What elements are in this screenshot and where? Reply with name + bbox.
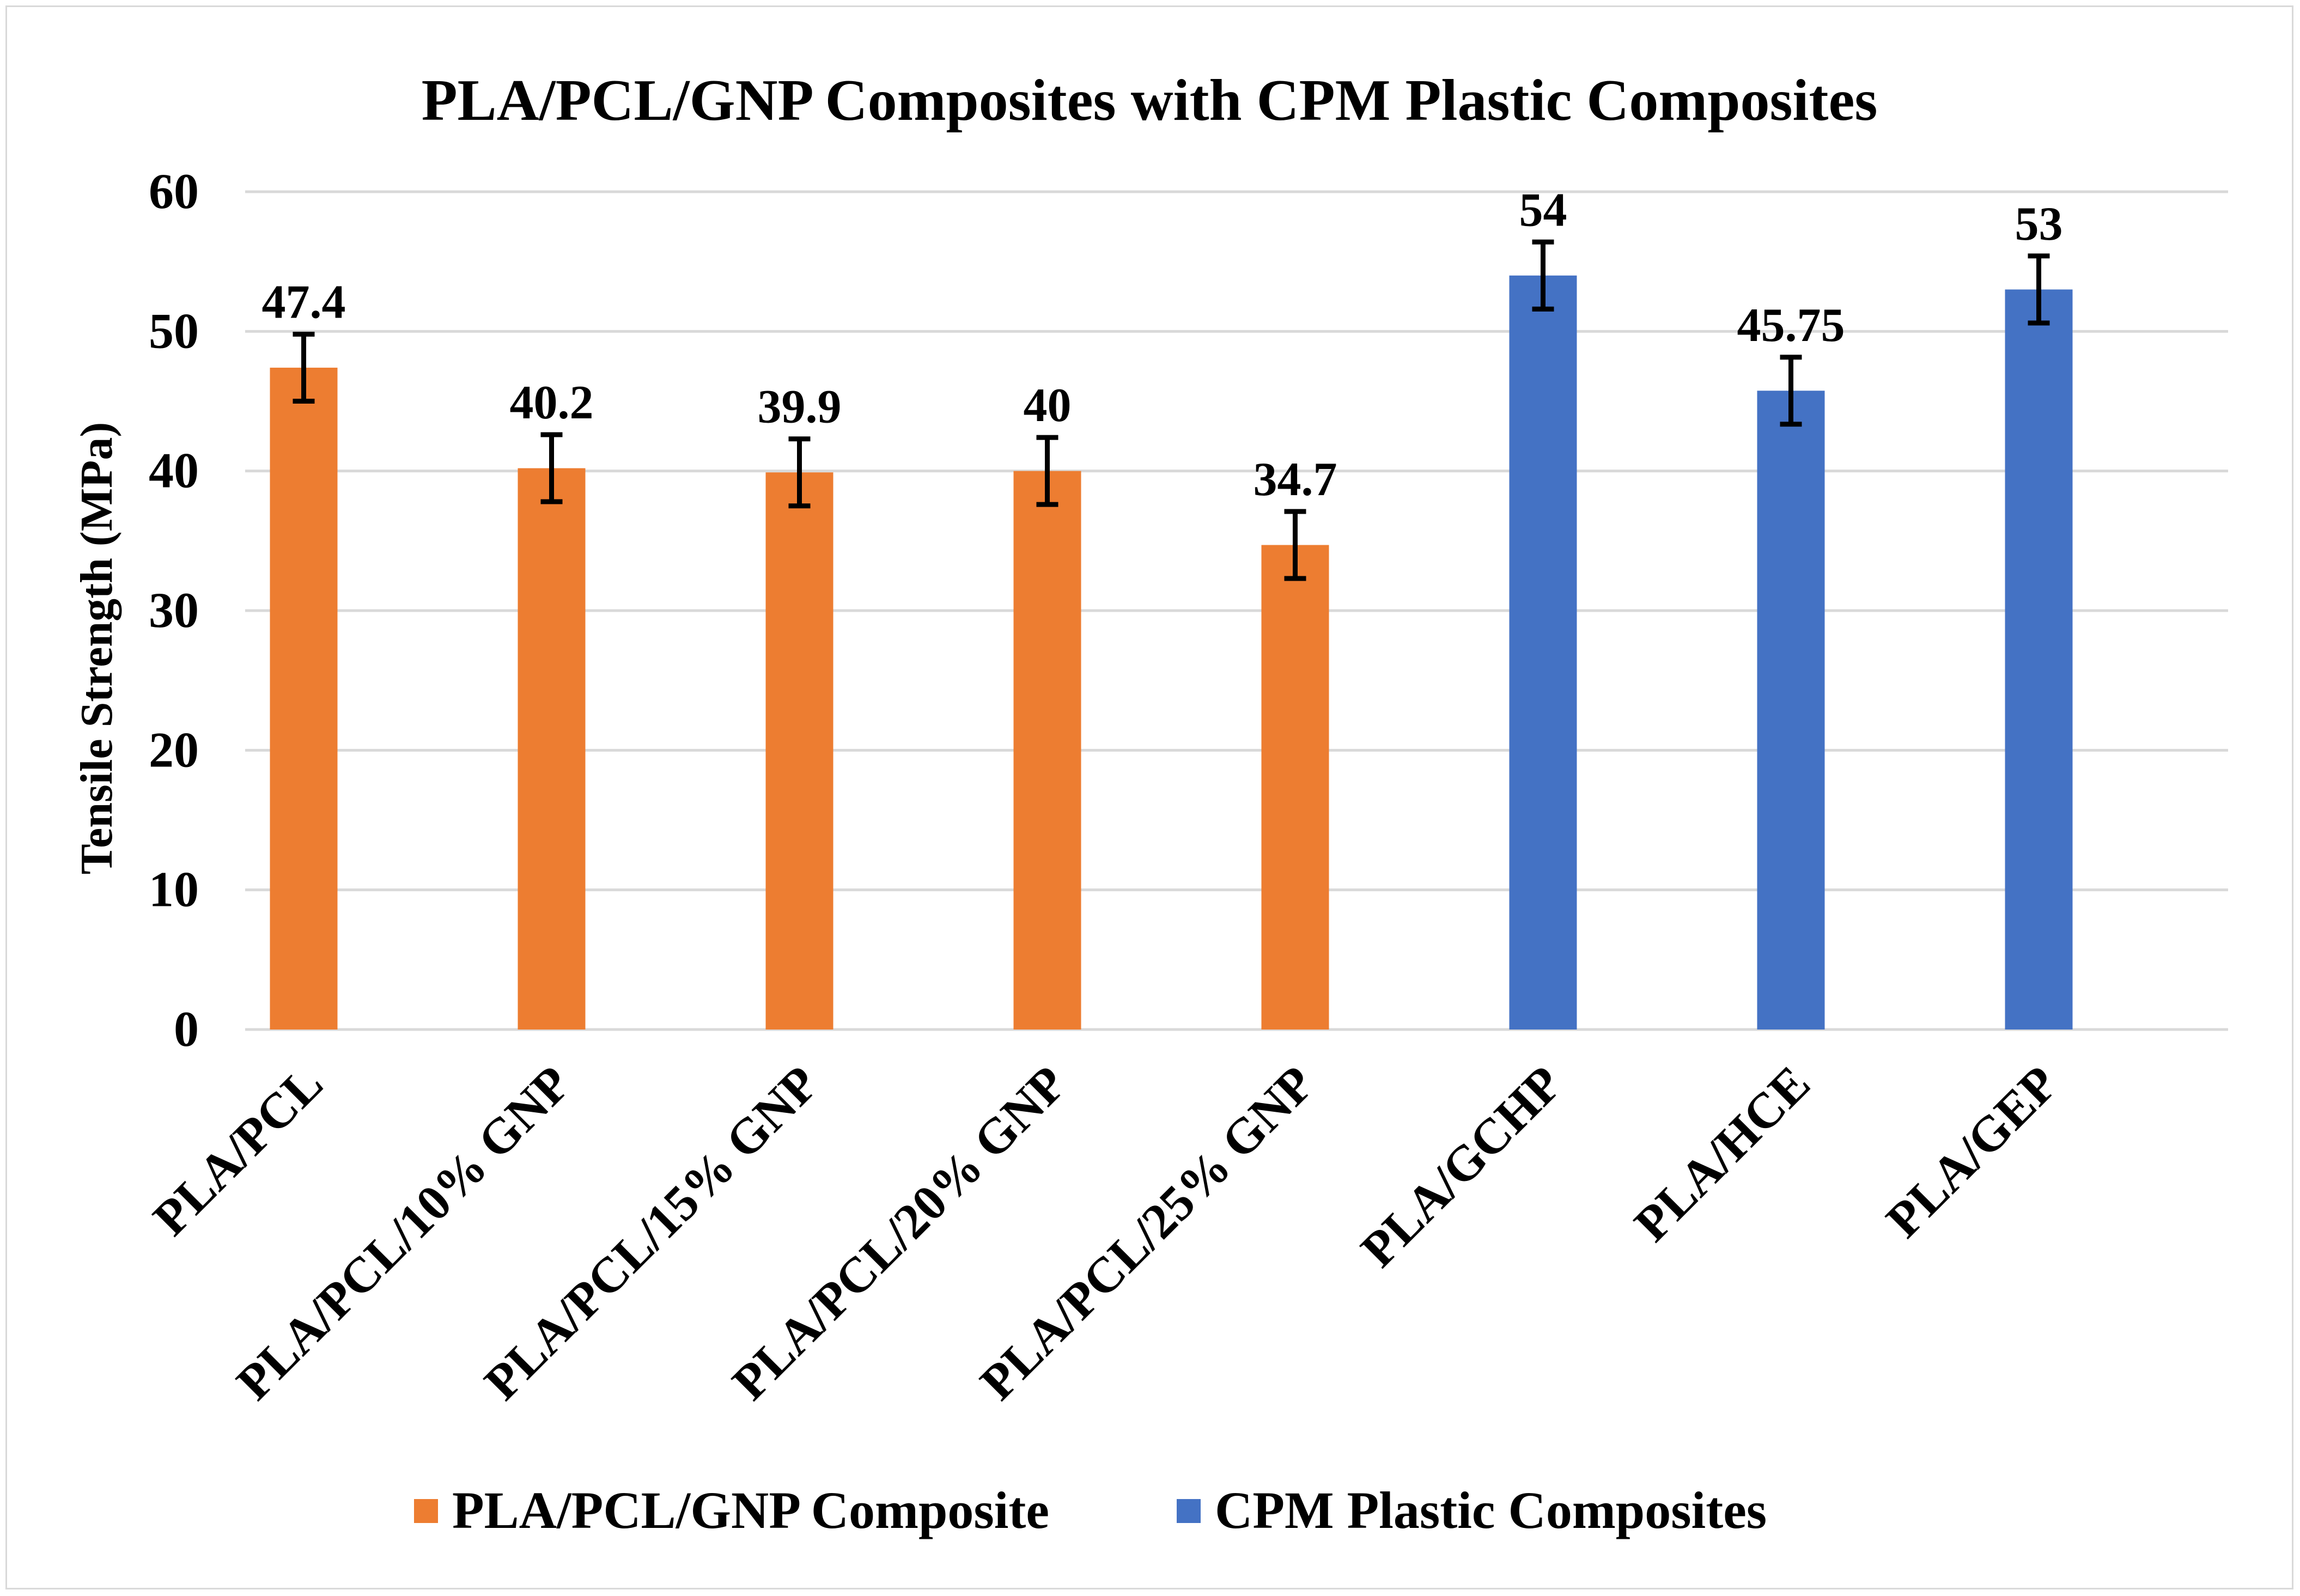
y-tick-label: 10 bbox=[149, 862, 199, 917]
chart-frame bbox=[5, 5, 2293, 1589]
data-label: 47.4 bbox=[262, 276, 346, 328]
data-label: 54 bbox=[1519, 184, 1567, 236]
y-tick-label: 60 bbox=[149, 163, 199, 219]
bar-pla-pcl-15-gnp bbox=[765, 472, 833, 1030]
y-tick-label: 20 bbox=[149, 722, 199, 777]
chart-title: PLA/PCL/GNP Composites with CPM Plastic … bbox=[422, 68, 1878, 133]
bar-pla-gchp bbox=[1509, 275, 1577, 1030]
x-category-label: PLA/GEP bbox=[1876, 1055, 2068, 1248]
bars bbox=[270, 275, 2073, 1030]
x-category-label: PLA/GCHP bbox=[1350, 1055, 1572, 1277]
y-tick-label: 30 bbox=[149, 582, 199, 638]
bar-pla-pcl-10-gnp bbox=[518, 468, 586, 1030]
y-tick-label: 0 bbox=[174, 1001, 199, 1057]
y-axis-label: Tensile Strength (MPa) bbox=[71, 422, 122, 875]
legend-swatch bbox=[1177, 1499, 1201, 1523]
data-label: 40 bbox=[1024, 379, 1072, 432]
bar-pla-pcl bbox=[270, 367, 338, 1030]
data-label: 39.9 bbox=[758, 381, 842, 434]
bar-pla-pcl-25-gnp bbox=[1261, 545, 1329, 1030]
legend-label: PLA/PCL/GNP Composite bbox=[452, 1481, 1049, 1539]
x-category-label: PLA/HCE bbox=[1623, 1055, 1820, 1252]
data-label: 45.75 bbox=[1737, 299, 1845, 352]
data-label: 40.2 bbox=[510, 376, 594, 429]
data-labels: 47.4 40.2 39.9 40 34.7 54 45.75 53 bbox=[262, 184, 2063, 506]
y-tick-label: 50 bbox=[149, 303, 199, 358]
legend-swatch bbox=[414, 1499, 438, 1523]
legend: PLA/PCL/GNP Composite CPM Plastic Composi… bbox=[414, 1481, 1767, 1539]
data-label: 53 bbox=[2015, 198, 2063, 251]
y-tick-label: 40 bbox=[149, 443, 199, 498]
legend-label: CPM Plastic Composites bbox=[1215, 1481, 1767, 1539]
data-label: 34.7 bbox=[1254, 453, 1337, 506]
bar-pla-hce bbox=[1757, 391, 1825, 1030]
bar-pla-pcl-20-gnp bbox=[1013, 471, 1081, 1030]
y-axis-ticks: 0 10 20 30 40 50 60 bbox=[149, 163, 199, 1057]
error-bars bbox=[293, 239, 2050, 581]
bar-pla-gep bbox=[2005, 289, 2073, 1030]
x-category-label: PLA/PCL bbox=[142, 1055, 333, 1246]
